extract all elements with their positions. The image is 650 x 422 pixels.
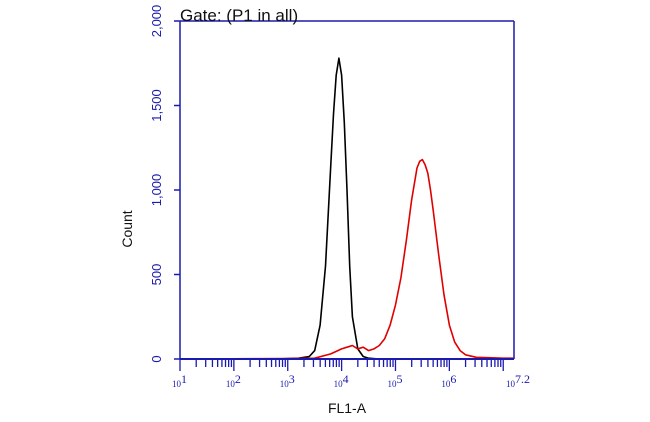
y-tick-label: 2,000 <box>149 5 164 38</box>
y-tick-label: 1,000 <box>149 174 164 207</box>
x-tick-label: 107.2 <box>506 372 530 389</box>
x-tick-label: 106 <box>441 372 456 389</box>
series-line-1 <box>180 57 396 360</box>
x-axis-label: FL1-A <box>328 400 367 416</box>
x-tick-label: 105 <box>387 372 402 389</box>
chart-title: Gate: (P1 in all) <box>180 6 298 25</box>
y-tick-label: 1,500 <box>149 89 164 122</box>
y-tick-label: 0 <box>149 355 164 362</box>
series-line-2 <box>179 158 514 360</box>
series-layer <box>179 57 514 360</box>
x-tick-label: 104 <box>334 372 349 389</box>
y-axis-ticks: 0 500 1,000 1,500 2,000 <box>149 5 180 363</box>
y-axis-label: Count <box>119 210 135 247</box>
x-axis-ticks: 101 102 103 104 105 106 107.2 <box>172 359 530 389</box>
x-tick-label: 101 <box>172 372 187 389</box>
y-tick-label: 500 <box>149 264 164 286</box>
x-tick-label: 103 <box>280 372 295 389</box>
x-tick-label: 102 <box>226 372 241 389</box>
